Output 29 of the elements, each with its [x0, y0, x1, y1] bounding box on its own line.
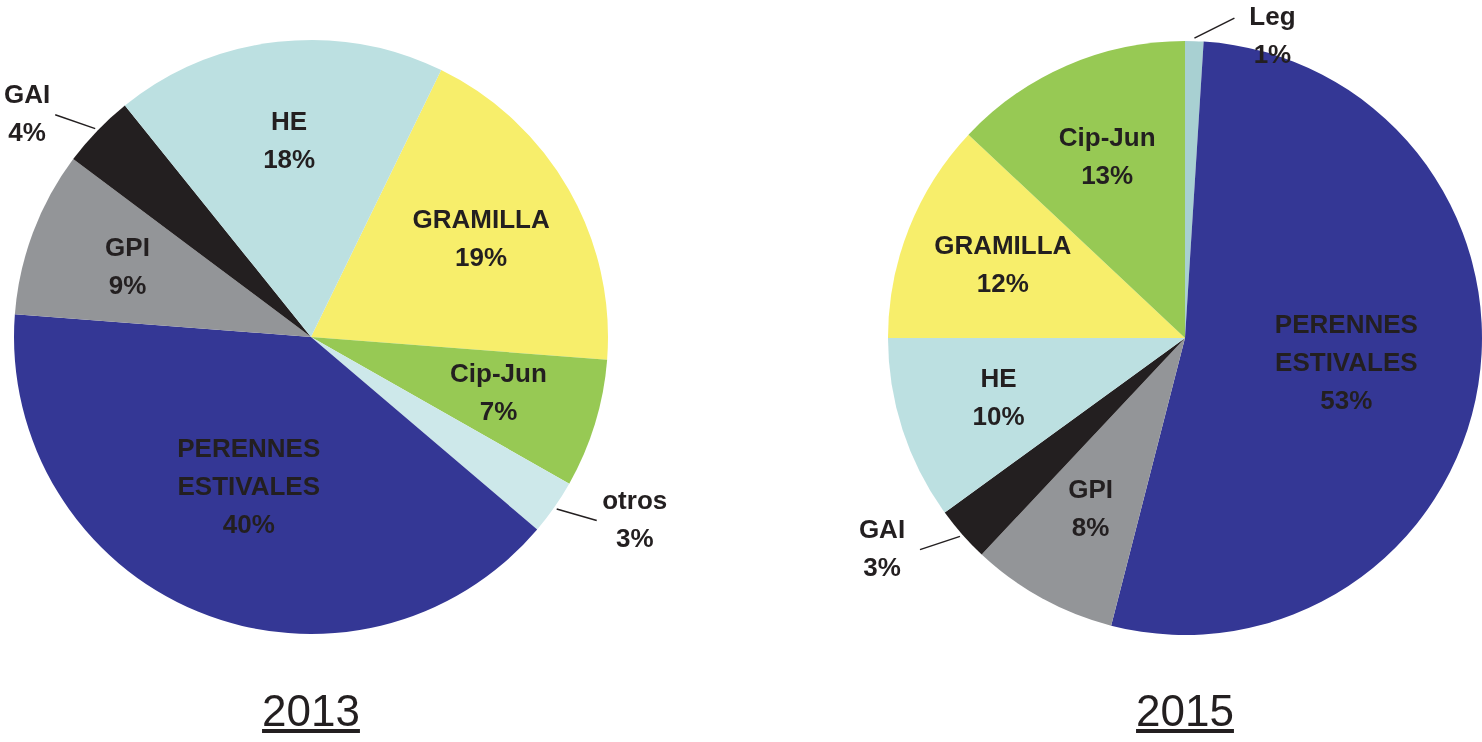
- slice-label: PERENNES ESTIVALES: [177, 433, 321, 502]
- data-label: 3%: [863, 551, 901, 582]
- data-label: 53%: [1320, 384, 1373, 415]
- text: 2013: [262, 686, 360, 735]
- slice-label: Leg: [1249, 1, 1296, 32]
- data-label: 18%: [263, 144, 316, 175]
- slice-label: Cip-Jun: [450, 358, 547, 389]
- slice-label: GRAMILLA: [412, 203, 550, 234]
- data-label: 9%: [108, 270, 147, 301]
- data-label: 3%: [615, 522, 654, 553]
- slice-label: PERENNES ESTIVALES: [1274, 308, 1418, 377]
- data-label: 4%: [8, 116, 46, 147]
- slice-label: GAI: [3, 78, 51, 109]
- data-label: 13%: [1081, 160, 1134, 191]
- slice-label: HE: [980, 362, 1017, 393]
- slice-label: HE: [271, 106, 308, 137]
- text: 2015: [1136, 686, 1234, 735]
- slice-label: otros: [602, 484, 668, 515]
- slice-label: GAI: [858, 513, 906, 544]
- data-label: 19%: [455, 241, 508, 272]
- slice-label: GRAMILLA: [934, 230, 1072, 261]
- data-label: 40%: [222, 509, 275, 540]
- slice-label: Cip-Jun: [1058, 122, 1156, 153]
- data-label: 8%: [1071, 511, 1110, 542]
- data-label: 12%: [976, 268, 1029, 299]
- slice-label: GPI: [1068, 473, 1113, 504]
- data-label: 10%: [972, 400, 1025, 431]
- data-label: 7%: [479, 396, 518, 427]
- slice-label: GPI: [105, 232, 150, 263]
